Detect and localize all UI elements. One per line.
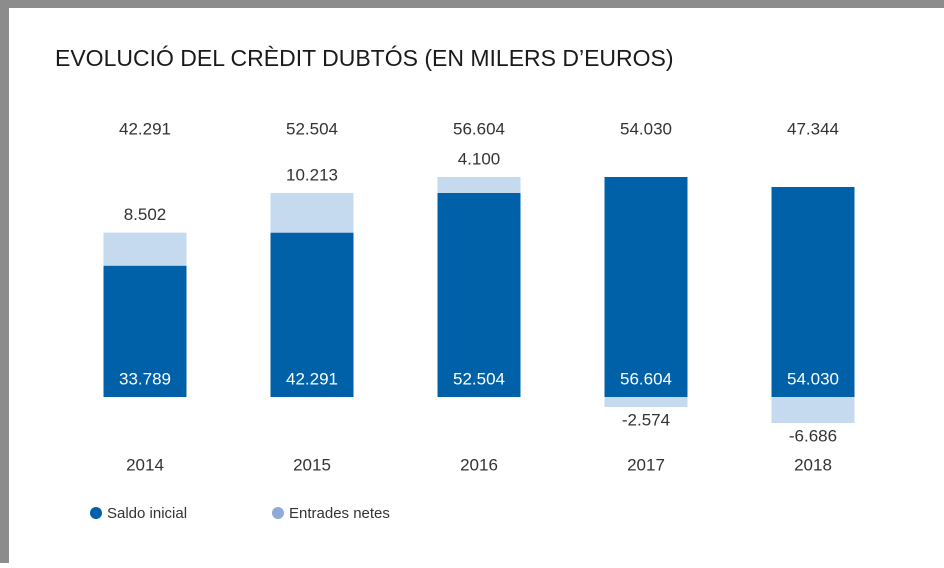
bar-segment [270,192,354,233]
total-label: 52.504 [286,119,338,138]
bar-segment [437,192,521,397]
value-label: 4.100 [458,149,501,168]
total-label: 54.030 [620,119,672,138]
bar-segment [604,397,688,408]
value-label: 52.504 [453,369,505,388]
value-label: -6.686 [789,426,837,445]
bar-segment [771,397,855,423]
bar-segment [103,265,187,397]
value-label: 8.502 [124,205,167,224]
legend-label: Entrades netes [289,505,390,522]
total-label: 47.344 [787,119,839,138]
value-label: 56.604 [620,369,672,388]
value-label: 54.030 [787,369,839,388]
x-tick-label: 2015 [293,455,331,474]
total-label: 56.604 [453,119,505,138]
value-label: 42.291 [286,369,338,388]
legend-swatch [90,507,102,519]
x-tick-label: 2018 [794,455,832,474]
bar-segment [437,177,521,193]
x-tick-label: 2014 [126,455,164,474]
legend-label: Saldo inicial [107,505,187,522]
value-label: 33.789 [119,369,171,388]
value-label: -2.574 [622,410,670,429]
legend-swatch [272,507,284,519]
x-tick-label: 2016 [460,455,498,474]
frame-top [0,0,944,8]
bar-segment [771,187,855,397]
value-label: 10.213 [286,165,338,184]
bar-segment [103,232,187,266]
chart-title: EVOLUCIÓ DEL CRÈDIT DUBTÓS (EN MILERS D’… [55,45,674,71]
x-tick-label: 2017 [627,455,665,474]
total-label: 42.291 [119,119,171,138]
bar-segment [270,232,354,397]
bar-segment [604,177,688,397]
frame-left [0,0,9,563]
